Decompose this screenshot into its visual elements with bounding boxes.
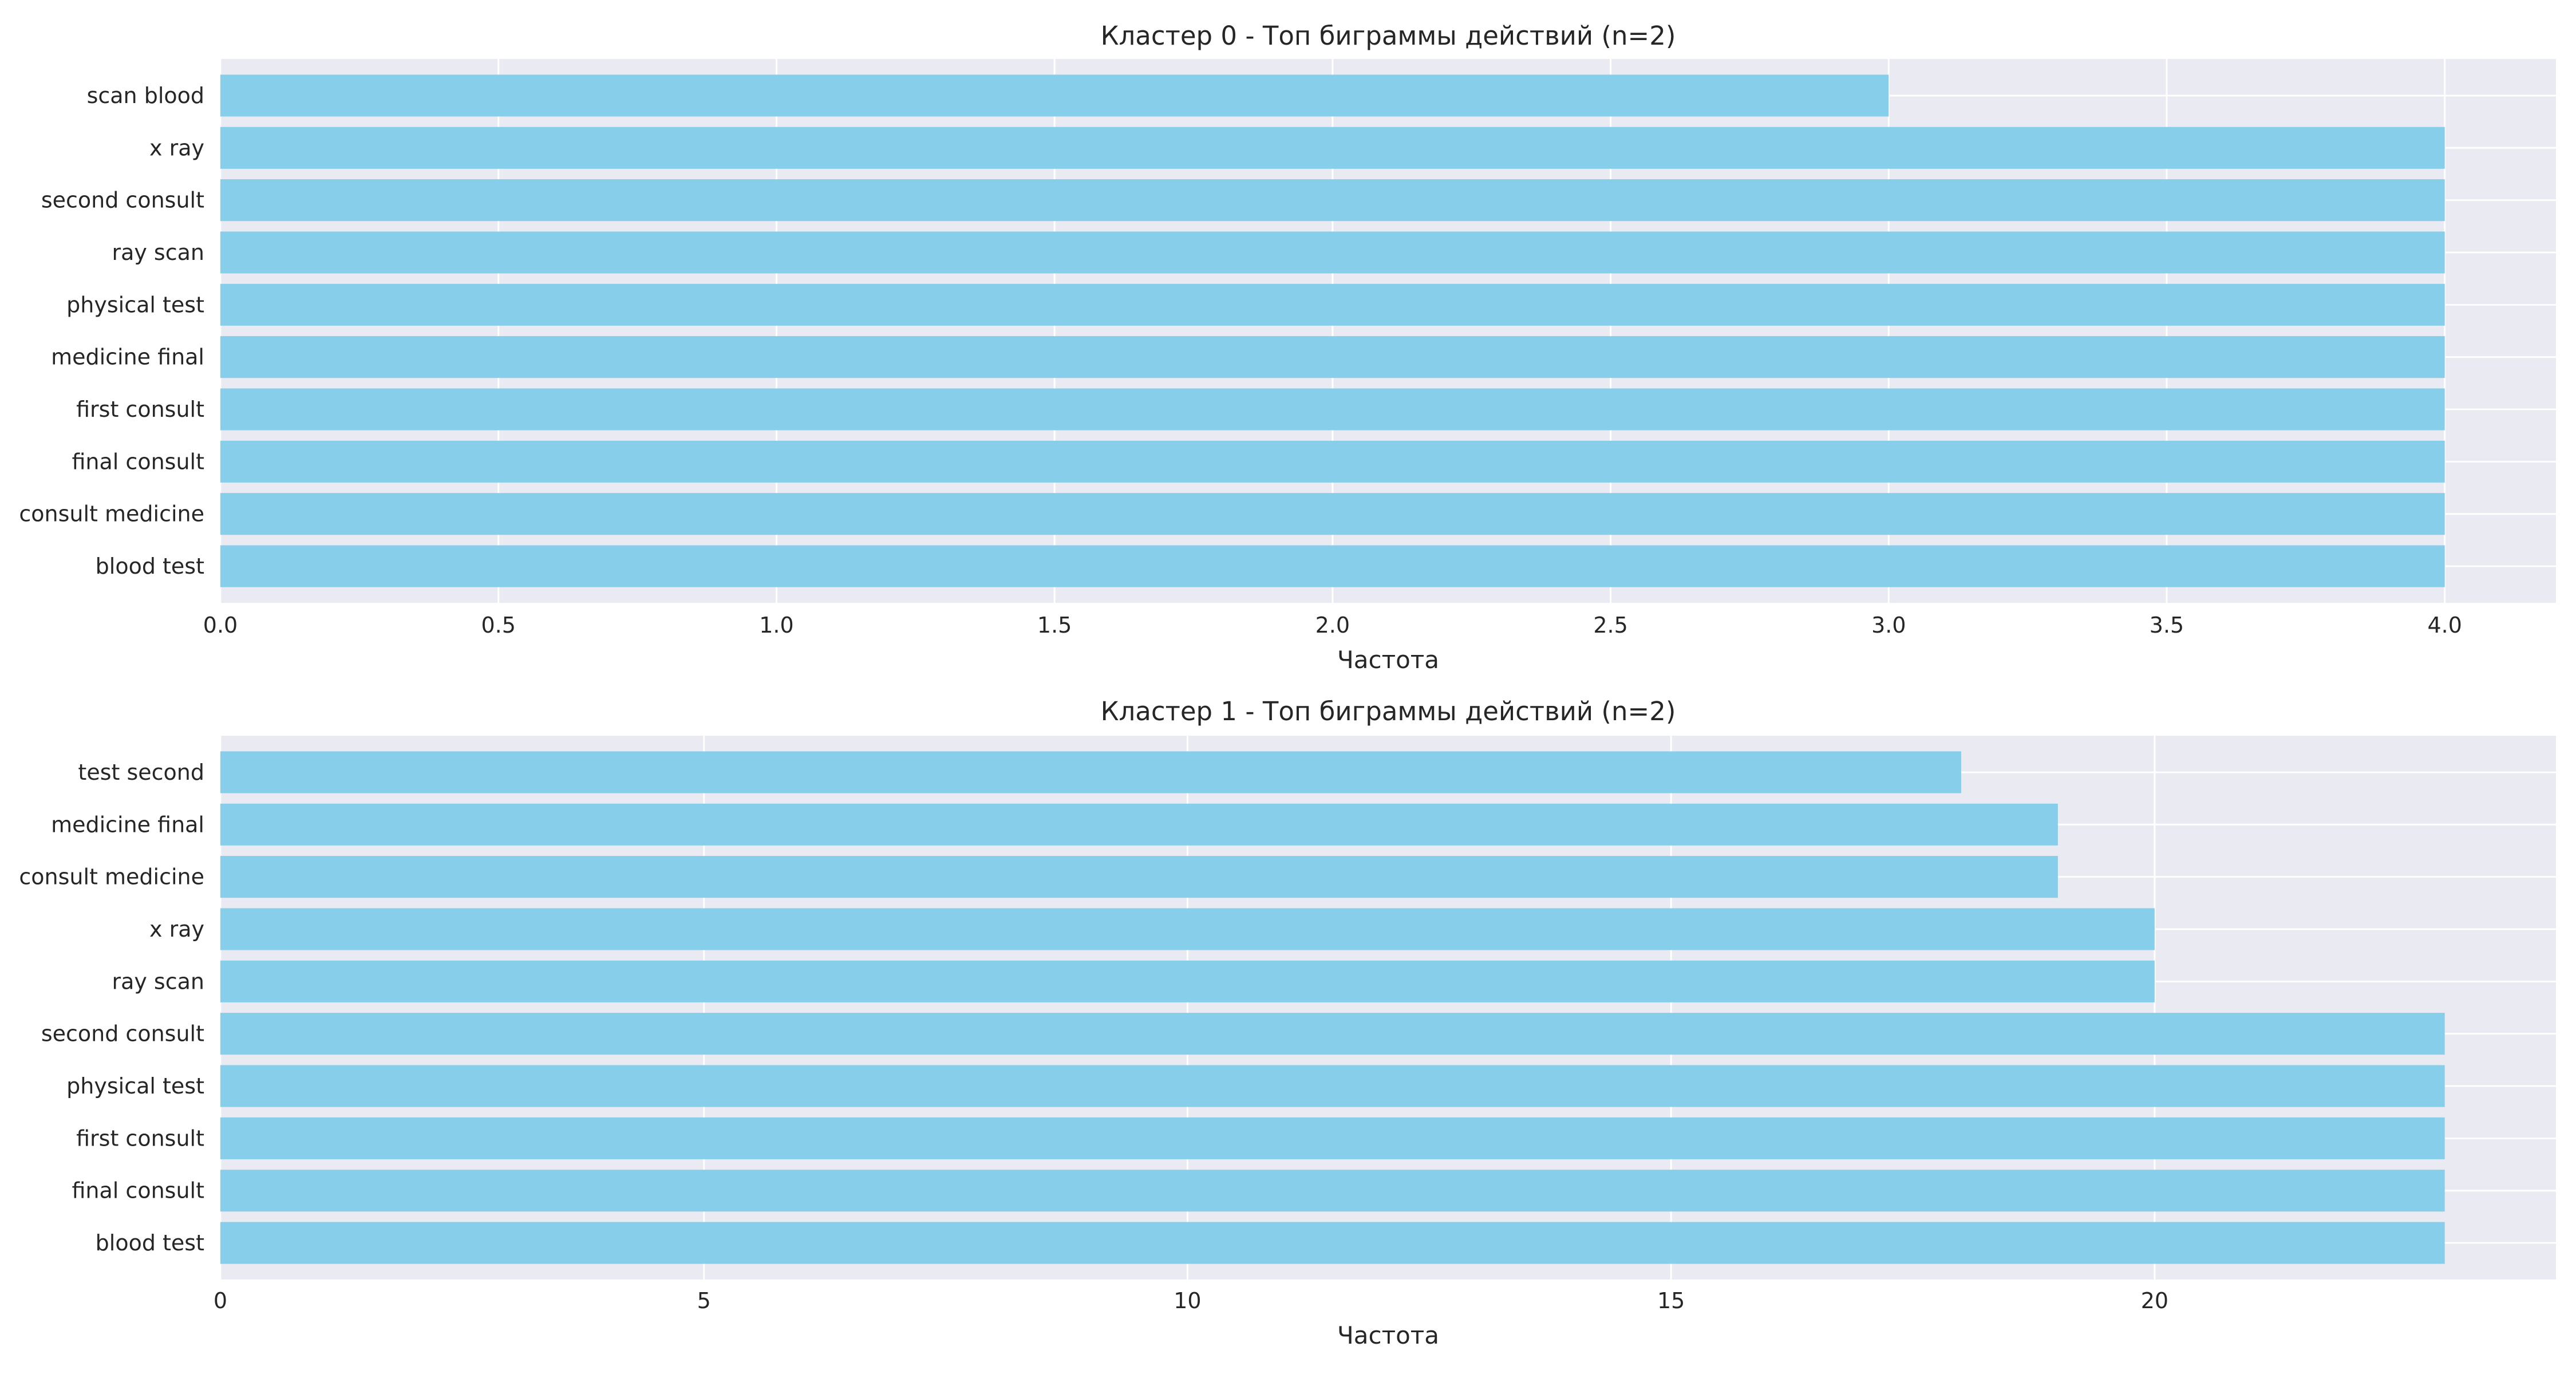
category-label: physical test	[66, 1073, 204, 1099]
category-label: medicine final	[51, 812, 204, 837]
bar-blood-test	[220, 545, 2445, 587]
category-label: second consult	[41, 1021, 204, 1047]
x-axis-label: Частота	[1337, 1321, 1439, 1349]
bar-medicine-final	[220, 336, 2445, 378]
bar-first-consult	[220, 1117, 2445, 1159]
category-label: scan blood	[87, 83, 204, 108]
category-label: consult medicine	[19, 864, 204, 890]
bar-physical-test	[220, 1065, 2445, 1107]
x-tick-label: 20	[2141, 1288, 2168, 1313]
bar-second-consult	[220, 179, 2445, 222]
category-label: second consult	[41, 188, 204, 213]
category-label: first consult	[76, 397, 204, 422]
x-tick-label: 5	[697, 1288, 711, 1313]
category-label: x ray	[149, 135, 204, 160]
category-label: physical test	[66, 292, 204, 317]
bar-scan-blood	[220, 74, 1889, 117]
x-tick-label: 15	[1657, 1288, 1685, 1313]
category-labels: blood test final consult first consult phys…	[19, 760, 204, 1255]
x-tick-label: 2.5	[1593, 613, 1627, 638]
category-label: ray scan	[112, 240, 204, 265]
category-label: test second	[78, 760, 204, 785]
bar-x-ray	[220, 127, 2445, 169]
category-label: ray scan	[112, 969, 204, 994]
bar-final-consult	[220, 1170, 2445, 1212]
bar-ray-scan	[220, 231, 2445, 274]
bar-second-consult	[220, 1013, 2445, 1055]
bar-consult-medicine	[220, 493, 2445, 535]
x-tick-labels: 0 5 10 15 20	[214, 1288, 2168, 1313]
x-tick-label: 0	[214, 1288, 227, 1313]
x-axis-label: Частота	[1337, 646, 1439, 674]
bar-blood-test	[220, 1222, 2445, 1264]
x-tick-label: 3.5	[2150, 613, 2184, 638]
x-tick-label: 1.0	[759, 613, 793, 638]
category-label: medicine final	[51, 345, 204, 370]
category-labels: blood test consult medicine final consult f…	[19, 83, 204, 579]
chart-panel-cluster-1: blood test final consult first consult phys…	[19, 696, 2556, 1349]
category-label: consult medicine	[19, 502, 204, 527]
x-tick-label: 0.5	[481, 613, 515, 638]
x-tick-label: 3.0	[1871, 613, 1906, 638]
bar-first-consult	[220, 388, 2445, 431]
bars	[220, 74, 2445, 587]
x-tick-labels: 0.0 0.5 1.0 1.5 2.0 2.5 3.0 3.5 4.0	[203, 613, 2462, 638]
category-label: x ray	[149, 917, 204, 942]
x-tick-label: 4.0	[2427, 613, 2462, 638]
category-label: blood test	[96, 554, 204, 579]
category-label: blood test	[96, 1230, 204, 1255]
bar-medicine-final	[220, 803, 2058, 846]
bar-x-ray	[220, 908, 2155, 950]
x-tick-label: 1.5	[1037, 613, 1072, 638]
chart-title: Кластер 0 - Топ биграммы действий (n=2)	[1101, 21, 1676, 51]
bar-physical-test	[220, 283, 2445, 326]
category-label: final consult	[72, 449, 204, 474]
x-tick-label: 2.0	[1315, 613, 1350, 638]
bar-test-second	[220, 751, 1961, 793]
x-tick-label: 10	[1174, 1288, 1201, 1313]
bar-consult-medicine	[220, 856, 2058, 898]
category-label: final consult	[72, 1178, 204, 1203]
bar-ray-scan	[220, 960, 2155, 1002]
chart-title: Кластер 1 - Топ биграммы действий (n=2)	[1101, 696, 1676, 727]
x-tick-label: 0.0	[203, 613, 238, 638]
chart-panel-cluster-0: blood test consult medicine final consult f…	[19, 21, 2556, 674]
bar-final-consult	[220, 440, 2445, 483]
category-label: first consult	[76, 1126, 204, 1151]
bars	[220, 751, 2445, 1264]
